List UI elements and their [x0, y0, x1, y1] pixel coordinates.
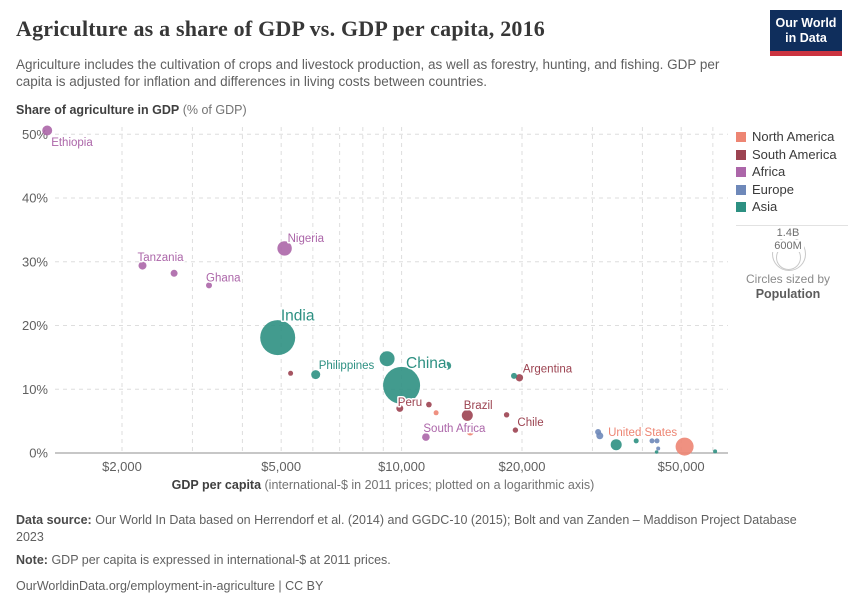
- data-point-china[interactable]: [383, 366, 421, 404]
- data-point-argentina[interactable]: [515, 374, 524, 382]
- country-label-peru[interactable]: Peru: [396, 395, 423, 410]
- y-tick-40: 40%: [22, 191, 48, 206]
- size-legend-outer-value: 1.4B: [774, 226, 802, 239]
- page-title: Agriculture as a share of GDP vs. GDP pe…: [16, 16, 546, 41]
- data-point-brazil[interactable]: [461, 409, 473, 421]
- legend-items: North America South America Africa Europe As…: [736, 130, 848, 214]
- legend-item-asia[interactable]: Asia: [736, 200, 848, 214]
- data-point-ethiopia[interactable]: [42, 125, 53, 136]
- legend-swatch-asia: [736, 202, 746, 212]
- data-point-united-states[interactable]: [675, 437, 694, 456]
- legend-label-asia: Asia: [752, 199, 778, 214]
- data-point-nigeria[interactable]: [277, 241, 292, 256]
- legend-item-africa[interactable]: Africa: [736, 165, 848, 179]
- data-point-unlabeled-asia[interactable]: [511, 372, 517, 379]
- data-point-india[interactable]: [260, 320, 296, 356]
- size-legend-inner-value: 600M: [772, 239, 804, 252]
- data-source-label: Data source:: [16, 513, 92, 527]
- data-point-unlabeled-asia[interactable]: [379, 351, 395, 367]
- data-point-philippines[interactable]: [311, 370, 321, 380]
- legend-swatch-africa: [736, 167, 746, 177]
- note-label: Note:: [16, 553, 48, 567]
- x-tick-20000: $20,000: [499, 459, 546, 474]
- legend-label-south_america: South America: [752, 146, 837, 162]
- data-source-text: Our World In Data based on Herrendorf et…: [16, 513, 797, 544]
- country-label-nigeria[interactable]: Nigeria: [286, 231, 326, 246]
- y-tick-10: 10%: [22, 382, 48, 397]
- x-tick-10000: $10,000: [378, 459, 425, 474]
- size-legend: 1.4B 600M Circles sized by Population: [736, 224, 848, 411]
- legend-item-north_america[interactable]: North America: [736, 130, 848, 144]
- legend-swatch-south_america: [736, 149, 746, 160]
- citation-link[interactable]: OurWorldinData.org/employment-in-agricul…: [16, 578, 324, 593]
- x-tick-5000: $5,000: [261, 459, 301, 474]
- data-point-unlabeled-asia[interactable]: [654, 450, 659, 454]
- legend-swatch-north_america: [736, 132, 746, 142]
- scatter-chart: 0% 10% 20% 30% 40% 50% $2,000 $5,000 $10,000 $20,…: [16, 103, 728, 492]
- data-point-unlabeled-north_america[interactable]: [466, 428, 474, 436]
- data-source-line: Data source: Our World In Data based on …: [16, 512, 816, 545]
- size-legend-caption-bold: Population: [755, 286, 821, 301]
- legend-label-europe: Europe: [752, 181, 794, 197]
- data-point-unlabeled-africa[interactable]: [170, 269, 178, 277]
- chart-subtitle: Agriculture includes the cultivation of …: [16, 57, 720, 89]
- country-label-argentina[interactable]: Argentina: [521, 362, 574, 377]
- legend-swatch-europe: [736, 184, 746, 195]
- chart-footer: Data source: Our World In Data based on …: [16, 512, 816, 594]
- data-point-peru[interactable]: [396, 404, 404, 412]
- y-tick-20: 20%: [22, 318, 48, 333]
- country-label-brazil[interactable]: Brazil: [462, 398, 494, 413]
- country-label-united-states[interactable]: United States: [607, 426, 679, 441]
- country-label-philippines[interactable]: Philippines: [317, 359, 376, 374]
- data-point-unlabeled-asia[interactable]: [713, 449, 718, 454]
- y-axis-title: Share of agriculture in GDP (% of GDP): [16, 103, 247, 117]
- size-legend-caption: Circles sized by: [745, 271, 831, 286]
- x-tick-50000: $50,000: [658, 459, 705, 474]
- chart-legend: North America South America Africa Europe As…: [736, 130, 848, 411]
- legend-label-africa: Africa: [752, 164, 786, 179]
- data-point-unlabeled-asia[interactable]: [633, 438, 639, 444]
- data-point-unlabeled-south_america[interactable]: [288, 370, 294, 376]
- owid-logo-line2: in Data: [785, 31, 827, 45]
- note-text: GDP per capita is expressed in internati…: [51, 553, 391, 567]
- legend-label-north_america: North America: [752, 129, 835, 144]
- owid-logo[interactable]: Our World in Data: [770, 10, 842, 56]
- country-label-south-africa[interactable]: South Africa: [422, 422, 488, 437]
- data-point-unlabeled-europe[interactable]: [654, 438, 660, 444]
- legend-item-south_america[interactable]: South America: [736, 146, 848, 162]
- note-line: Note: GDP per capita is expressed in int…: [16, 552, 816, 569]
- x-axis-title: GDP per capita (international-$ in 2011 …: [172, 478, 595, 492]
- country-label-tanzania[interactable]: Tanzania: [136, 251, 186, 266]
- data-point-unlabeled-south_america[interactable]: [503, 412, 510, 418]
- y-tick-50: 50%: [22, 127, 48, 142]
- legend-item-europe[interactable]: Europe: [736, 181, 848, 197]
- country-label-ethiopia[interactable]: Ethiopia: [50, 136, 95, 151]
- owid-logo-line1: Our World: [775, 16, 837, 30]
- data-point-ghana[interactable]: [206, 282, 212, 289]
- y-tick-30: 30%: [22, 254, 48, 269]
- country-label-ghana[interactable]: Ghana: [205, 271, 243, 286]
- data-point-unlabeled-asia[interactable]: [443, 361, 452, 370]
- country-label-chile[interactable]: Chile: [516, 416, 545, 431]
- y-tick-0: 0%: [29, 446, 48, 461]
- x-tick-2000: $2,000: [102, 459, 142, 474]
- data-point-unlabeled-asia[interactable]: [610, 439, 622, 451]
- data-point-chile[interactable]: [512, 427, 519, 433]
- data-point-tanzania[interactable]: [138, 261, 147, 270]
- data-point-unlabeled-south_america[interactable]: [426, 401, 432, 408]
- data-point-unlabeled-europe[interactable]: [656, 446, 661, 451]
- data-point-unlabeled-north_america[interactable]: [433, 410, 439, 416]
- data-point-unlabeled-europe[interactable]: [649, 438, 655, 444]
- data-point-south-africa[interactable]: [422, 433, 430, 441]
- country-label-india[interactable]: India: [279, 306, 316, 326]
- country-label-china[interactable]: China: [405, 353, 449, 373]
- data-point-unlabeled-europe[interactable]: [595, 429, 602, 435]
